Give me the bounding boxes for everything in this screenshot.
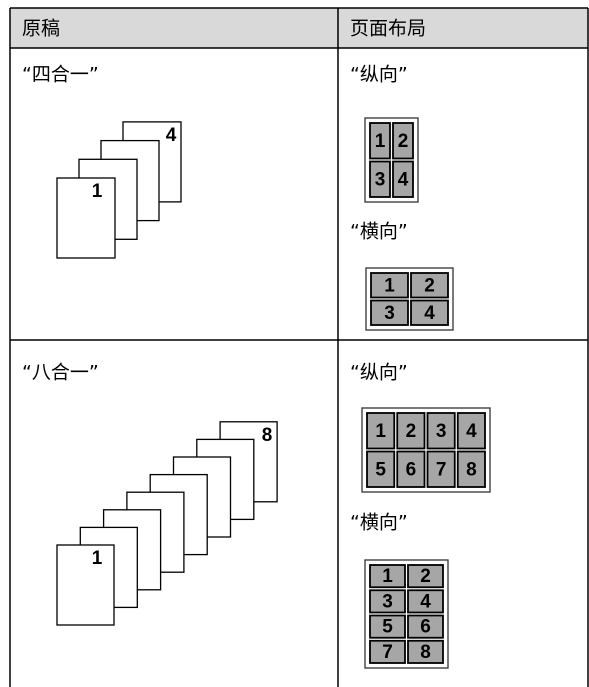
- cell-number: 2: [406, 421, 417, 442]
- page-number: 8: [262, 425, 273, 446]
- layout-cell: [407, 589, 444, 614]
- orientation-label: “纵向”: [350, 362, 408, 384]
- cell-number: 1: [384, 275, 395, 296]
- layout-cell: [410, 272, 449, 299]
- cell-number: 8: [420, 642, 431, 663]
- layout-cell: [407, 614, 444, 639]
- table-lines: [9, 7, 589, 687]
- header-row: [10, 8, 588, 48]
- layout-cell: [366, 412, 396, 450]
- cell-number: 4: [424, 303, 435, 324]
- cell-number: 1: [382, 566, 393, 587]
- cell-number: 3: [436, 421, 447, 442]
- layout-cell: [456, 412, 486, 450]
- layout-cell: [456, 450, 486, 488]
- cell-number: 4: [420, 591, 431, 612]
- cell-number: 2: [420, 566, 431, 587]
- cell-number: 3: [375, 169, 386, 190]
- cell-number: 2: [424, 275, 435, 296]
- layout-cell: [396, 412, 426, 450]
- layout-cell: [396, 450, 426, 488]
- layout-cell: [369, 589, 406, 614]
- layout-cell: [410, 299, 449, 326]
- layout-cell: [370, 272, 409, 299]
- cell-number: 2: [398, 131, 409, 152]
- layout-cell: [392, 160, 414, 198]
- cell-number: 1: [375, 131, 386, 152]
- page-number: 1: [92, 548, 103, 569]
- page-number: 4: [166, 125, 177, 146]
- cell-number: 4: [466, 421, 477, 442]
- cell-number: 4: [398, 169, 409, 190]
- layout-cell: [370, 299, 409, 326]
- layout-cell: [407, 564, 444, 589]
- layout-cell: [369, 639, 406, 664]
- cell-number: 7: [436, 459, 447, 480]
- page: [56, 544, 115, 626]
- page: [56, 177, 116, 259]
- page-number: 1: [92, 181, 103, 202]
- layout-cell: [369, 564, 406, 589]
- layout-cell: [366, 450, 396, 488]
- orientation-label: “横向”: [350, 221, 408, 243]
- layout-cell: [369, 614, 406, 639]
- layout-cell: [369, 122, 391, 160]
- orientation-label: “横向”: [350, 512, 408, 534]
- cell-number: 3: [382, 591, 393, 612]
- cell-number: 3: [384, 303, 395, 324]
- cell-number: 1: [375, 421, 386, 442]
- mode-label: “八合一”: [22, 362, 99, 384]
- cell-number: 8: [466, 459, 477, 480]
- header-cell: 页面布局: [350, 18, 426, 40]
- layout-cell: [426, 450, 456, 488]
- layout-cell: [392, 122, 414, 160]
- mode-label: “四合一”: [22, 64, 99, 86]
- header-cell: 原稿: [22, 18, 60, 40]
- layout-cell: [369, 160, 391, 198]
- layout-cell: [426, 412, 456, 450]
- orientation-label: “纵向”: [350, 64, 408, 86]
- cell-number: 6: [406, 459, 417, 480]
- cell-number: 5: [375, 459, 386, 480]
- cell-number: 6: [420, 617, 431, 638]
- cell-number: 7: [382, 642, 393, 663]
- cell-number: 5: [382, 617, 393, 638]
- layout-cell: [407, 639, 444, 664]
